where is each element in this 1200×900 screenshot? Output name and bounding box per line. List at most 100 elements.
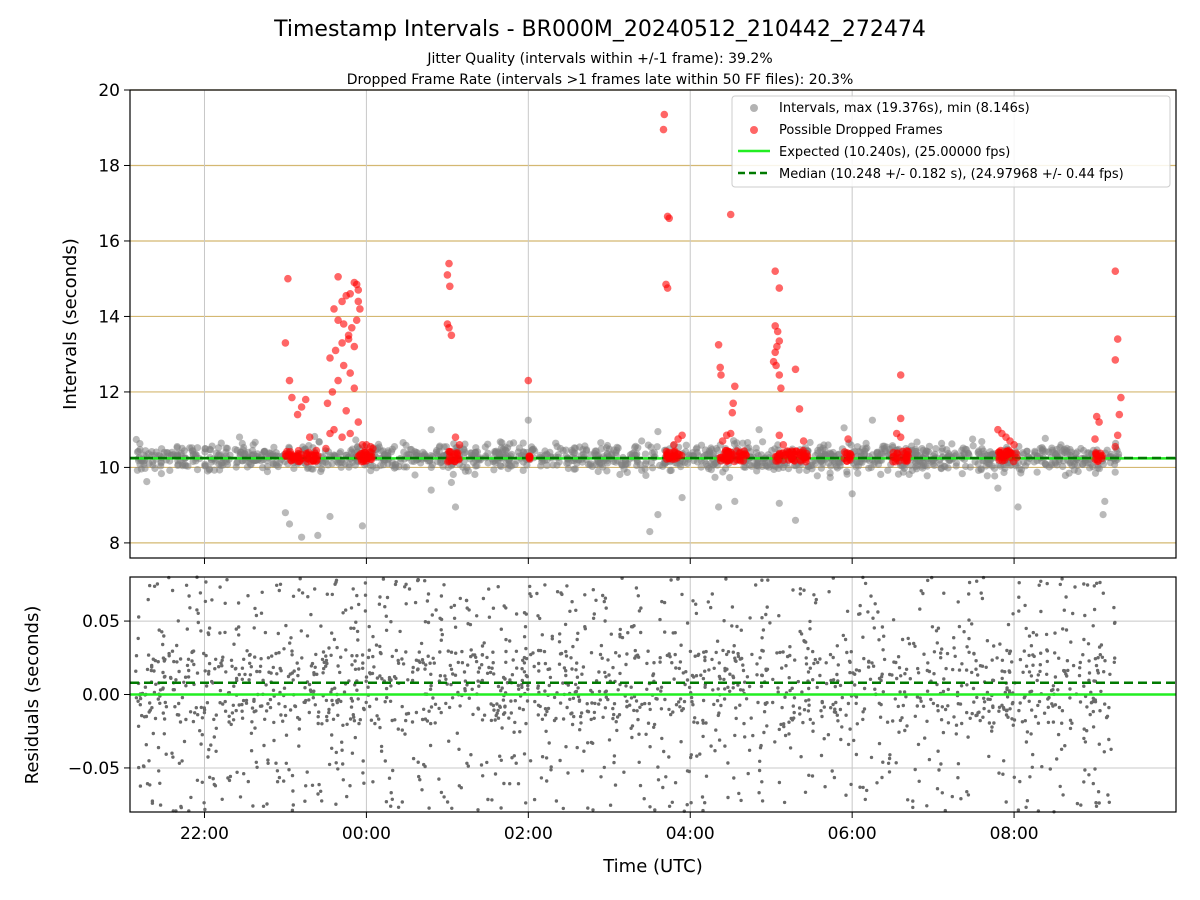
interval-point <box>281 509 289 517</box>
residual-point <box>555 590 560 594</box>
interval-point <box>878 450 886 458</box>
residual-point <box>289 636 293 640</box>
residual-point <box>616 688 620 692</box>
residual-point <box>726 685 730 689</box>
residual-point <box>601 593 605 598</box>
residual-point <box>388 699 393 703</box>
residual-point <box>417 774 421 779</box>
residual-point <box>288 641 292 645</box>
residual-point <box>134 654 139 658</box>
residual-point <box>761 649 765 653</box>
dropped-frame-point <box>726 210 735 219</box>
residual-point <box>1031 752 1035 757</box>
residual-point <box>547 741 551 745</box>
residual-point <box>648 745 652 749</box>
residual-point <box>564 669 568 673</box>
interval-point <box>808 465 816 473</box>
residual-point <box>728 672 732 676</box>
residual-point <box>1048 767 1053 771</box>
residual-point <box>178 720 183 724</box>
residual-point <box>442 795 446 799</box>
residual-point <box>1061 793 1065 797</box>
residual-point <box>1105 714 1110 718</box>
residual-point <box>792 716 796 720</box>
residual-point <box>656 765 660 769</box>
residual-point <box>163 657 167 662</box>
residual-point <box>380 677 384 681</box>
residual-point <box>748 616 752 620</box>
residual-point <box>1097 801 1101 805</box>
interval-point <box>1051 458 1059 466</box>
residual-point <box>869 594 873 598</box>
residual-point <box>1023 719 1027 723</box>
residual-point <box>741 688 745 692</box>
interval-point <box>285 520 294 528</box>
interval-point <box>447 478 455 487</box>
residual-point <box>664 775 668 779</box>
dropped-frame-point <box>339 361 348 370</box>
residual-point <box>788 653 792 658</box>
residual-point <box>782 724 786 729</box>
residual-point <box>960 721 964 726</box>
residual-point <box>834 700 838 705</box>
residual-point <box>1011 700 1015 705</box>
residual-point <box>570 600 574 604</box>
residual-point <box>869 755 874 760</box>
residual-point <box>439 617 444 622</box>
residual-point <box>808 717 812 722</box>
interval-point <box>616 470 624 479</box>
residual-point <box>633 656 637 660</box>
residual-point <box>364 679 368 683</box>
residual-point <box>482 713 487 717</box>
dropped-frame-point <box>728 408 737 417</box>
residual-point <box>987 709 991 713</box>
legend-marker-intervals <box>750 104 758 112</box>
residual-point <box>990 725 994 729</box>
residual-point <box>788 645 792 649</box>
residual-point <box>422 707 426 711</box>
residual-point <box>302 700 306 704</box>
interval-point <box>352 436 360 444</box>
residual-point <box>361 771 365 775</box>
residual-point <box>667 707 671 712</box>
residual-point <box>244 698 249 703</box>
residual-point <box>547 683 551 688</box>
residual-point <box>137 615 141 619</box>
residual-point <box>1034 633 1039 637</box>
residual-point <box>543 689 547 693</box>
residual-point <box>807 698 811 702</box>
residual-point <box>826 733 831 737</box>
residual-point <box>882 634 886 638</box>
residual-point <box>334 761 338 765</box>
residual-point <box>731 686 735 690</box>
residual-point <box>449 682 453 687</box>
residual-point <box>898 718 903 723</box>
residual-point <box>385 695 389 700</box>
interval-point <box>263 468 271 476</box>
residual-point <box>1068 696 1072 700</box>
dropped-frame-point <box>1111 267 1120 276</box>
residual-point <box>510 673 515 677</box>
residual-point <box>639 606 643 610</box>
residual-point <box>390 654 394 659</box>
residual-point <box>934 629 939 633</box>
residual-point <box>538 648 543 653</box>
residual-point <box>1045 649 1050 653</box>
interval-point <box>759 438 767 446</box>
x-tick-label: 02:00 <box>504 824 553 844</box>
residual-point <box>312 672 316 677</box>
residual-point <box>591 741 595 745</box>
residual-point <box>704 774 709 778</box>
residual-point <box>508 782 512 786</box>
interval-point <box>704 462 712 470</box>
residual-point <box>597 689 602 694</box>
residual-point <box>336 664 340 668</box>
residual-point <box>456 660 460 665</box>
residual-point <box>202 801 206 805</box>
residual-point <box>193 711 197 715</box>
residual-point <box>198 591 203 595</box>
residual-point <box>1095 668 1100 673</box>
residual-point <box>913 644 917 648</box>
residual-point <box>1055 757 1059 761</box>
dropped-frame-point <box>775 449 784 458</box>
